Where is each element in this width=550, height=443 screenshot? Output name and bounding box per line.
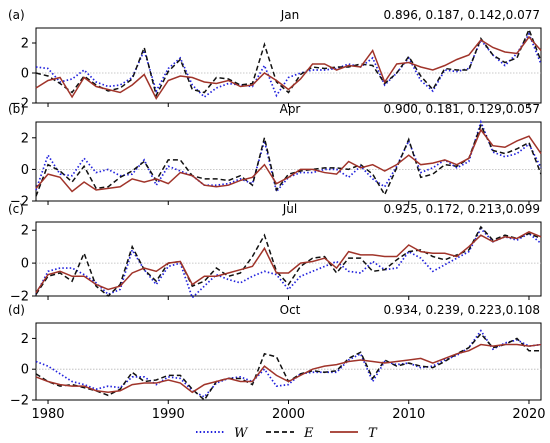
y-tick-label-3-0: −2 bbox=[10, 394, 29, 409]
y-tick-label-3-2: 2 bbox=[21, 332, 29, 347]
x-tick-label-4: 2020 bbox=[512, 407, 545, 422]
panel-title-2: Jul bbox=[282, 202, 297, 216]
series-line-W-1 bbox=[35, 119, 542, 194]
y-tick-label-0-0: −2 bbox=[10, 97, 29, 112]
y-tick-label-1-2: 2 bbox=[21, 131, 29, 146]
series-line-T-2 bbox=[35, 231, 542, 294]
y-tick-label-1-0: −2 bbox=[10, 195, 29, 210]
panel-frame-3 bbox=[35, 322, 542, 401]
series-line-W-3 bbox=[35, 329, 542, 398]
panel-stats-0: 0.896, 0.187, 0.142,0.077 bbox=[384, 8, 541, 22]
x-tick-label-3: 2010 bbox=[392, 407, 425, 422]
x-tick-label-0: 1980 bbox=[31, 407, 64, 422]
series-line-E-0 bbox=[35, 27, 542, 98]
legend-label-T: T bbox=[368, 426, 378, 441]
panel-label-1: (b) bbox=[8, 102, 25, 116]
series-line-W-0 bbox=[35, 32, 542, 99]
panel-label-3: (d) bbox=[8, 303, 25, 317]
series-line-T-1 bbox=[35, 128, 542, 193]
y-tick-label-0-1: 0 bbox=[21, 67, 29, 82]
panel-label-0: (a) bbox=[8, 8, 25, 22]
x-tick-label-2: 2000 bbox=[272, 407, 305, 422]
y-tick-label-2-0: −2 bbox=[10, 290, 29, 305]
series-line-E-3 bbox=[35, 332, 541, 402]
y-tick-label-2-2: 2 bbox=[21, 224, 29, 239]
panel-label-2: (c) bbox=[8, 202, 24, 216]
series-line-E-2 bbox=[35, 225, 542, 298]
legend-label-E: E bbox=[303, 426, 314, 441]
series-line-T-0 bbox=[35, 35, 542, 100]
panel-title-1: Apr bbox=[280, 102, 301, 116]
panel-stats-2: 0.925, 0.172, 0.213,0.099 bbox=[384, 202, 541, 216]
x-tick-label-1: 1990 bbox=[152, 407, 185, 422]
y-tick-label-1-1: 0 bbox=[21, 163, 29, 178]
panel-stats-1: 0.900, 0.181, 0.129,0.057 bbox=[384, 102, 541, 116]
y-tick-label-3-1: 0 bbox=[21, 363, 29, 378]
series-line-T-3 bbox=[35, 343, 542, 394]
series-line-W-2 bbox=[35, 227, 542, 300]
series-line-E-1 bbox=[35, 123, 542, 197]
y-tick-label-0-2: 2 bbox=[21, 37, 29, 52]
y-tick-label-2-1: 0 bbox=[21, 257, 29, 272]
panel-title-0: Jan bbox=[280, 8, 300, 22]
panel-stats-3: 0.934, 0.239, 0.223,0.108 bbox=[384, 303, 541, 317]
panel-title-3: Oct bbox=[280, 303, 301, 317]
legend-label-W: W bbox=[234, 426, 249, 441]
